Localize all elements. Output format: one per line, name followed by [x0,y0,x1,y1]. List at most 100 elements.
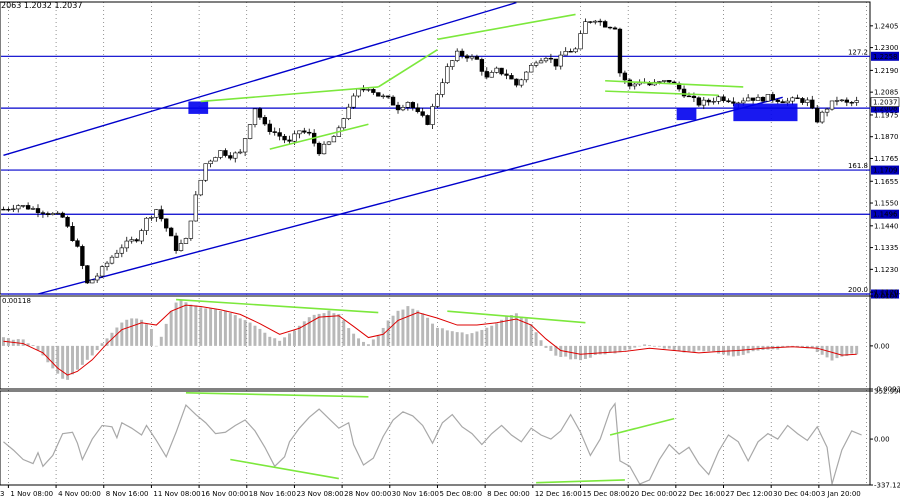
macd-histogram-bar [421,313,425,346]
macd-histogram-bar [145,324,148,346]
macd-histogram-bar [209,308,213,346]
macd-histogram-bar [268,336,272,346]
x-axis-label: 28 Nov 00:00 [344,490,391,498]
macd-histogram-bar [855,345,859,355]
candle-body [558,54,563,67]
macd-histogram-bar [460,332,464,346]
price-tag: 1.1111 [871,289,899,299]
macd-histogram-bar [31,345,35,346]
macd-histogram-bar [672,345,676,351]
price-axis-label: 1.1765 [874,155,899,163]
channel-lower-line [37,96,783,295]
macd-histogram-bar [559,345,563,357]
x-axis-label: 15 Dec 08:00 [582,490,629,498]
candle-body [233,152,238,159]
price-axis-label: 1.1975 [874,111,899,119]
macd-histogram-bar [411,308,415,346]
candle-body [252,108,258,125]
price-tag: 1.1709 [871,165,899,175]
candle-body [805,99,810,103]
price-divergence-line [605,79,744,88]
macd-histogram-bar [233,315,237,346]
macd-histogram-bar [830,345,834,361]
x-axis-label: 4 Nov 00:00 [58,490,101,498]
candle-body [494,67,499,73]
macd-histogram-bar [633,345,637,348]
price-tag-label: 1.2008 [873,105,898,113]
candle-body [129,239,134,242]
candle-body [819,111,825,123]
macd-histogram-bar [169,310,173,346]
macd-histogram-bar [751,345,755,352]
macd-axis-label: -0.00931 [874,386,900,394]
candle-body [568,51,573,53]
macd-histogram-bar [184,302,188,346]
candle-body [602,21,608,28]
price-axis-label: 1.2405 [874,22,899,30]
candle-body [90,279,95,284]
macd-histogram-bar [800,345,804,348]
macd-histogram-bar [312,314,316,346]
candle-body [538,60,544,64]
candle-body [247,124,253,139]
price-tag: 1.1496 [871,209,899,219]
macd-histogram-bar [687,345,691,352]
x-axis-label: 30 Dec 04:00 [773,490,820,498]
macd-histogram-bar [238,318,242,346]
candle-body [154,209,159,218]
candle-body [785,100,790,104]
x-axis-label: 8 Nov 16:00 [106,490,149,498]
cci-line [3,402,862,485]
macd-histogram-bar [149,329,153,346]
candle-body [366,89,371,91]
macd-histogram-bar [544,345,548,348]
candle-body [755,96,761,101]
macd-histogram-bar [662,345,666,349]
macd-histogram-bar [391,315,395,346]
macd-histogram-bar [248,322,252,346]
macd-histogram-bar [667,345,671,349]
price-tag: 1.2258 [871,51,899,61]
candle-body [588,21,593,23]
x-axis-label: 3 Jan 20:00 [821,490,861,498]
macd-histogram-bar [159,336,163,346]
macd-histogram-bar [278,340,282,346]
macd-histogram-bar [505,315,508,346]
cci-axis-label: -337.1262 [874,482,900,490]
macd-histogram-bar [485,327,489,346]
candle-body [839,99,845,102]
candle-body [385,95,391,98]
macd-histogram-bar [401,309,405,346]
candle-body [203,163,208,181]
macd-histogram-bar [697,345,701,351]
macd-histogram-bar [490,325,494,346]
candle-body [593,20,598,23]
macd-histogram-bar [638,345,642,347]
candle-body [267,123,272,132]
x-axis-label: 11 Nov 08:00 [153,490,200,498]
candle-body [30,208,36,210]
price-tag-bg [871,289,899,299]
cci-axis-label: 0.00 [874,436,890,444]
macd-histogram-bar [189,304,193,346]
candle-body [321,143,327,155]
candle-body [11,208,16,211]
candle-body [376,92,381,97]
macd-histogram-bar [465,334,469,346]
candle-body [657,81,662,83]
macd-histogram-bar [204,308,208,346]
x-axis-label: 12 Dec 16:00 [535,490,582,498]
macd-histogram-bar [406,306,410,346]
candle-body [50,213,55,215]
price-axis-label: 1.1870 [874,133,899,141]
macd-histogram-bar [825,345,829,358]
macd-histogram-bar [292,330,296,346]
x-axis-label: 30 Nov 16:00 [392,490,439,498]
price-tag-bg [871,103,899,113]
macd-histogram-bar [652,345,656,347]
candle-body [622,72,628,81]
candle-body [553,58,559,67]
candle-body [726,100,731,103]
candle-body [667,79,672,83]
